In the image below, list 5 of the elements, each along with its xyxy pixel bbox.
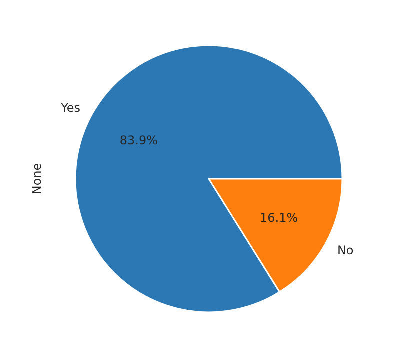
slice-label: Yes (60, 101, 81, 116)
text: None (30, 163, 44, 195)
data-label: 16.1% (260, 211, 298, 226)
data-label: 83.9% (120, 133, 158, 148)
slice-label: No (337, 243, 354, 258)
